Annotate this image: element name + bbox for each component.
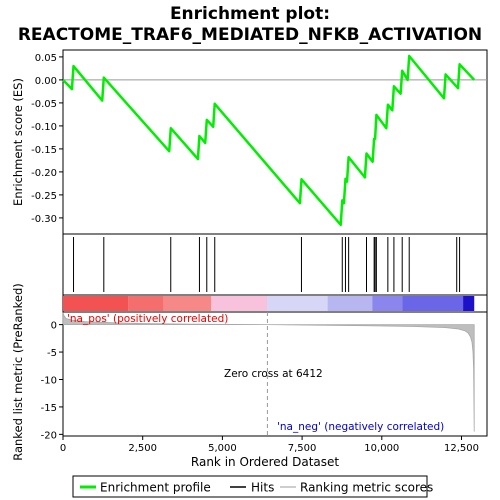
heatmap-band bbox=[402, 296, 464, 311]
es-y-tick-label: -0.10 bbox=[31, 122, 57, 133]
es-y-tick-label: 0.05 bbox=[35, 53, 57, 64]
pos-correlated-label: 'na_pos' (positively correlated) bbox=[67, 313, 228, 325]
es-y-tick-label: -0.20 bbox=[31, 168, 57, 179]
heatmap-band bbox=[163, 296, 212, 311]
legend-box bbox=[72, 475, 428, 498]
enrichment-profile-line bbox=[62, 54, 476, 227]
x-axis-label: Rank in Ordered Dataset bbox=[191, 455, 339, 469]
heatmap-band bbox=[128, 296, 164, 311]
chart-subtitle: REACTOME_TRAF6_MEDIATED_NFKB_ACTIVATION bbox=[18, 25, 482, 45]
neg-correlated-label: 'na_neg' (negatively correlated) bbox=[277, 421, 444, 433]
x-tick-label: 12,500 bbox=[444, 443, 479, 454]
heatmap-band bbox=[372, 296, 403, 311]
zero-cross-label: Zero cross at 6412 bbox=[224, 368, 323, 380]
x-tick-label: 0 bbox=[60, 443, 66, 454]
metric-layer bbox=[62, 312, 475, 436]
x-tick-label: 7,500 bbox=[288, 443, 317, 454]
metric-y-tick-label: -15 bbox=[41, 403, 57, 414]
x-tick-label: 5,000 bbox=[208, 443, 237, 454]
heatmap-band bbox=[63, 296, 129, 311]
metric-y-tick-label: -20 bbox=[41, 430, 57, 441]
es-y-axis-label: Enrichment score (ES) bbox=[11, 78, 25, 206]
x-tick-label: 2,500 bbox=[128, 443, 157, 454]
es-y-tick-label: 0.00 bbox=[35, 76, 57, 87]
es-profile-layer bbox=[62, 54, 487, 227]
heatmap-band bbox=[463, 296, 475, 311]
metric-panel-frame bbox=[62, 311, 488, 437]
axis-layer: 0.050.00-0.05-0.10-0.15-0.20-0.25-0.300-… bbox=[31, 53, 479, 454]
hits-panel-frame bbox=[62, 233, 488, 296]
legend-ranking-label: Ranking metric scores bbox=[300, 481, 433, 495]
legend-enrichment-label: Enrichment profile bbox=[100, 481, 211, 495]
es-y-tick-label: -0.25 bbox=[31, 191, 57, 202]
heatmap-layer bbox=[63, 296, 475, 311]
es-y-tick-label: -0.15 bbox=[31, 145, 57, 156]
ranking-metric-area bbox=[62, 312, 475, 432]
es-y-tick-label: -0.30 bbox=[31, 214, 57, 225]
metric-y-tick-label: -10 bbox=[41, 375, 57, 386]
es-y-tick-label: -0.05 bbox=[31, 99, 57, 110]
heatmap-band bbox=[327, 296, 373, 311]
heatmap-band bbox=[211, 296, 268, 311]
metric-y-tick-label: -5 bbox=[47, 348, 57, 359]
metric-y-tick-label: 0 bbox=[51, 321, 57, 332]
chart-title: Enrichment plot: bbox=[170, 4, 330, 24]
metric-y-axis-label: Ranked list metric (PreRanked) bbox=[11, 283, 25, 461]
es-panel-frame bbox=[62, 49, 488, 235]
hits-layer bbox=[73, 237, 461, 292]
legend-hits-label: Hits bbox=[251, 481, 274, 495]
x-tick-label: 10,000 bbox=[364, 443, 399, 454]
heatmap-band bbox=[267, 296, 328, 311]
